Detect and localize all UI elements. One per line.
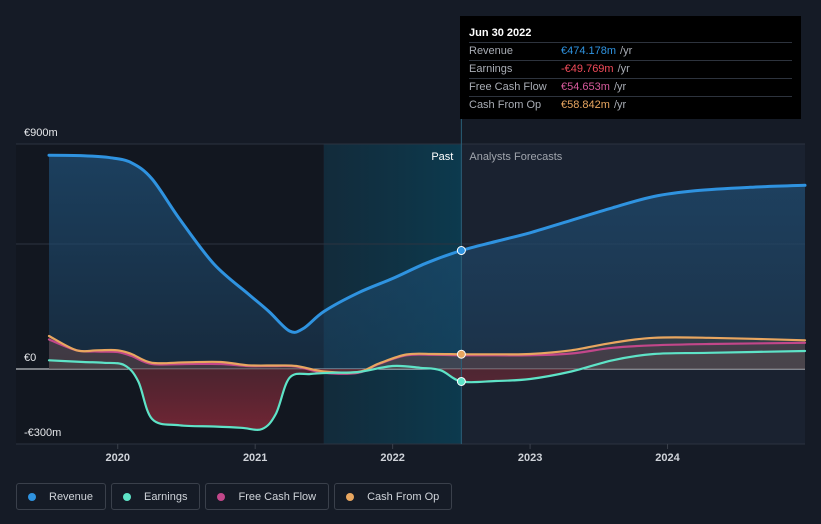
tooltip-row-free-cash-flow: Free Cash Flow €54.653m /yr (469, 78, 792, 96)
legend-item-free-cash-flow[interactable]: Free Cash Flow (205, 483, 330, 510)
area-revenue (49, 155, 805, 369)
tooltip-label: Earnings (469, 63, 513, 75)
cash-from-op-dot-icon (346, 492, 355, 501)
x-axis-label: 2023 (518, 452, 542, 464)
forecast-label: Analysts Forecasts (469, 151, 562, 163)
x-axis-label: 2020 (105, 452, 129, 464)
legend-label: Revenue (49, 490, 94, 503)
tooltip-value: €58.842m (561, 99, 610, 111)
tooltip-value: €474.178m (561, 45, 617, 57)
tooltip-value: €54.653m (561, 81, 610, 93)
legend-label: Free Cash Flow (238, 490, 317, 503)
tooltip-label: Free Cash Flow (469, 81, 547, 93)
legend-label: Cash From Op (367, 490, 440, 503)
tooltip-unit: /yr (613, 81, 627, 93)
tooltip-date: Jun 30 2022 (469, 27, 532, 39)
legend-item-earnings[interactable]: Earnings (111, 483, 201, 510)
tooltip-row-revenue: Revenue €474.178m /yr (469, 42, 792, 60)
legend: Revenue Earnings Free Cash Flow Cash Fro… (16, 483, 453, 510)
tooltip-unit: /yr (620, 45, 633, 57)
tooltip-row-earnings: Earnings -€49.769m /yr (469, 60, 792, 78)
tooltip-value: -€49.769m (561, 63, 614, 75)
y-axis-label: €900m (24, 127, 58, 139)
y-axis-label: -€300m (24, 427, 61, 439)
marker-revenue (456, 246, 466, 255)
earnings-negative-area (49, 369, 805, 430)
marker-cash-from-op (456, 349, 466, 359)
legend-label: Earnings (144, 490, 188, 503)
tooltip: Jun 30 2022 Revenue €474.178m /yr Earnin… (460, 16, 801, 119)
x-axis-label: 2024 (655, 452, 680, 464)
x-axis-label: 2022 (380, 452, 404, 464)
marker-earnings (456, 377, 466, 386)
series-line-earnings (47, 349, 807, 431)
y-axis-label: €0 (24, 352, 36, 364)
revenue-dot-icon (28, 492, 36, 501)
legend-item-cash-from-op[interactable]: Cash From Op (334, 483, 453, 510)
earnings-dot-icon (123, 492, 132, 501)
tooltip-label: Cash From Op (469, 99, 542, 111)
past-label: Past (431, 151, 453, 163)
tooltip-unit: /yr (617, 63, 630, 75)
x-axis-label: 2021 (243, 452, 267, 464)
tooltip-unit: /yr (613, 99, 627, 111)
tooltip-label: Revenue (469, 45, 514, 57)
series-line-revenue (47, 153, 807, 334)
legend-item-revenue[interactable]: Revenue (16, 483, 107, 510)
tooltip-row-cash-from-op: Cash From Op €58.842m /yr (469, 96, 792, 114)
free-cash-flow-dot-icon (217, 492, 226, 501)
